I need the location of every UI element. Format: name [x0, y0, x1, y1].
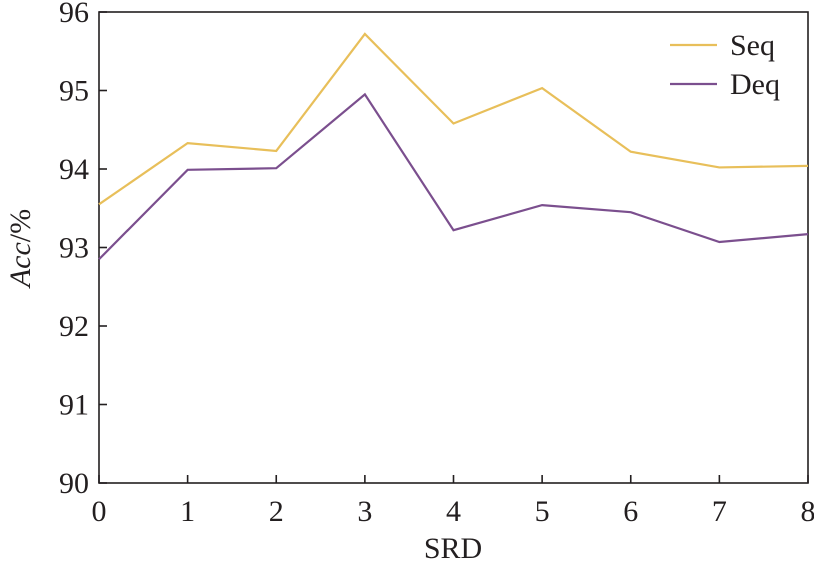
series-line-seq [98, 32, 809, 206]
x-tick-label: 5 [535, 495, 550, 528]
x-tick-label: 7 [712, 495, 727, 528]
plot-frame [98, 11, 809, 484]
y-tick-label: 94 [59, 153, 89, 186]
series-line-deq [98, 92, 809, 261]
x-tick-label: 0 [92, 495, 107, 528]
x-axis-label: SRD [424, 532, 482, 561]
legend-label-deq: Deq [730, 68, 780, 101]
y-tick-label: 95 [59, 75, 89, 108]
series-lines [98, 32, 809, 261]
legend: Seq Deq [670, 29, 780, 101]
y-axis-label: Acc/% [4, 209, 37, 289]
x-tick-label: 2 [269, 495, 284, 528]
y-tick-label: 90 [59, 467, 89, 500]
y-tick-label: 96 [59, 0, 89, 29]
axes: 90 91 92 93 94 95 96 0 1 2 3 4 5 6 7 8 [59, 0, 814, 528]
y-tick-label: 93 [59, 232, 89, 265]
x-tick-label: 6 [623, 495, 638, 528]
y-tick-label: 91 [59, 389, 89, 422]
x-tick-label: 8 [801, 495, 814, 528]
legend-label-seq: Seq [730, 29, 775, 62]
y-axis-label-unit: /% [4, 209, 37, 242]
x-tick-label: 1 [180, 495, 195, 528]
y-axis-label-metric: Acc [4, 242, 37, 289]
x-tick-label: 3 [357, 495, 372, 528]
x-tick-label: 4 [446, 495, 461, 528]
y-tick-label: 92 [59, 310, 89, 343]
